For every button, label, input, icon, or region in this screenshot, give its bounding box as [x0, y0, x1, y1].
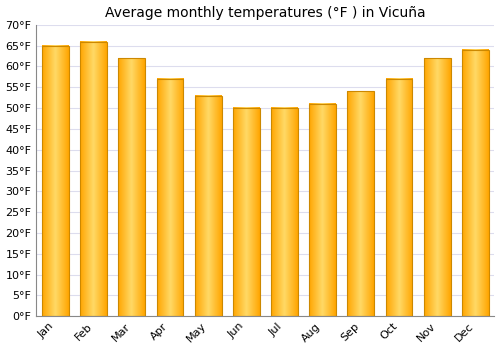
- Title: Average monthly temperatures (°F ) in Vicuña: Average monthly temperatures (°F ) in Vi…: [105, 6, 426, 20]
- Bar: [462, 50, 488, 316]
- Bar: [118, 58, 145, 316]
- Bar: [348, 91, 374, 316]
- Bar: [424, 58, 450, 316]
- Bar: [195, 96, 222, 316]
- Bar: [80, 42, 107, 316]
- Bar: [233, 108, 260, 316]
- Bar: [271, 108, 298, 316]
- Bar: [386, 79, 412, 316]
- Bar: [310, 104, 336, 316]
- Bar: [156, 79, 184, 316]
- Bar: [42, 46, 69, 316]
